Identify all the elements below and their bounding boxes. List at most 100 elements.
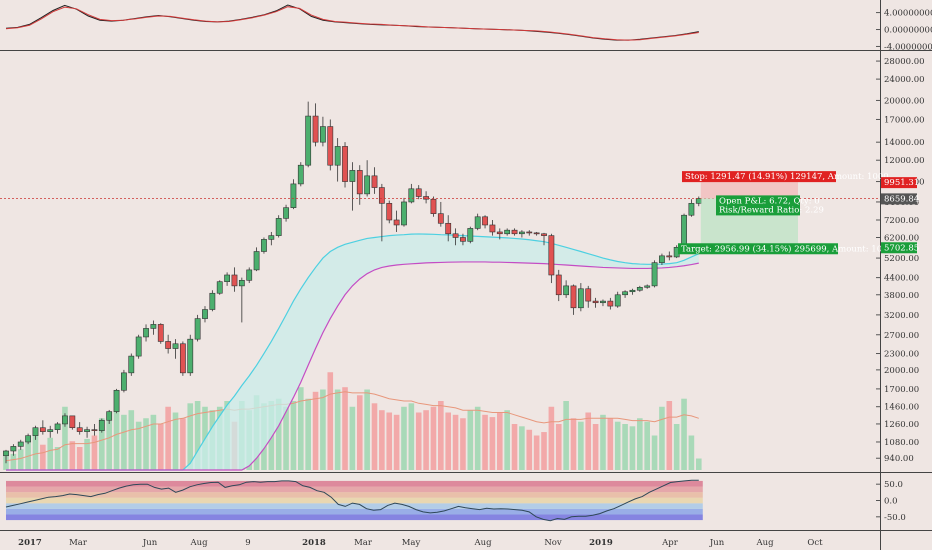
- candle[interactable]: [261, 237, 267, 254]
- candle[interactable]: [644, 284, 651, 289]
- candle[interactable]: [187, 334, 194, 376]
- candle[interactable]: [253, 247, 260, 272]
- candle[interactable]: [688, 199, 695, 217]
- candle[interactable]: [216, 280, 223, 295]
- candle[interactable]: [356, 165, 363, 205]
- candle[interactable]: [47, 425, 54, 438]
- candle[interactable]: [393, 210, 400, 232]
- candle[interactable]: [121, 369, 127, 393]
- candle[interactable]: [600, 299, 606, 307]
- candle[interactable]: [17, 439, 24, 450]
- candle[interactable]: [297, 162, 304, 187]
- candle[interactable]: [32, 425, 39, 440]
- candle[interactable]: [548, 233, 555, 284]
- candle[interactable]: [482, 215, 488, 229]
- candle[interactable]: [194, 314, 201, 342]
- osc-tick-label: 0.00000000: [884, 26, 932, 36]
- candle[interactable]: [231, 267, 238, 292]
- candle[interactable]: [526, 230, 533, 236]
- candle[interactable]: [636, 285, 643, 292]
- candle[interactable]: [364, 160, 371, 197]
- candle[interactable]: [585, 285, 592, 308]
- candle[interactable]: [570, 284, 577, 315]
- candle[interactable]: [651, 260, 658, 288]
- candle[interactable]: [437, 201, 444, 227]
- candle[interactable]: [246, 267, 253, 284]
- candle[interactable]: [445, 215, 452, 242]
- candle[interactable]: [98, 418, 105, 433]
- candle[interactable]: [592, 297, 599, 308]
- candle[interactable]: [157, 323, 164, 344]
- candle[interactable]: [320, 116, 326, 147]
- candle[interactable]: [577, 283, 584, 312]
- candle[interactable]: [305, 101, 312, 168]
- candle[interactable]: [430, 196, 437, 217]
- candle[interactable]: [275, 215, 282, 238]
- candle[interactable]: [91, 423, 98, 436]
- candle[interactable]: [327, 119, 334, 171]
- candle[interactable]: [408, 183, 415, 204]
- candle[interactable]: [268, 231, 275, 246]
- volume-bar: [312, 391, 319, 470]
- candle[interactable]: [283, 204, 289, 222]
- price-tick-label: 12000.00: [884, 156, 925, 166]
- candle[interactable]: [342, 142, 348, 188]
- candle[interactable]: [666, 251, 673, 261]
- candle[interactable]: [179, 341, 186, 376]
- candle[interactable]: [614, 291, 621, 308]
- candle[interactable]: [76, 422, 83, 435]
- candle[interactable]: [541, 232, 547, 246]
- candle[interactable]: [460, 233, 466, 246]
- candle[interactable]: [467, 226, 474, 244]
- candle[interactable]: [106, 409, 113, 424]
- candle[interactable]: [629, 288, 636, 295]
- candle[interactable]: [238, 277, 245, 323]
- candle[interactable]: [135, 334, 142, 359]
- candle[interactable]: [622, 290, 628, 298]
- candle[interactable]: [150, 320, 157, 335]
- candle[interactable]: [563, 280, 570, 298]
- candle[interactable]: [10, 444, 17, 456]
- candle[interactable]: [474, 213, 481, 231]
- candle[interactable]: [143, 324, 149, 342]
- candle[interactable]: [25, 433, 32, 445]
- candle[interactable]: [378, 183, 385, 242]
- candle[interactable]: [62, 413, 68, 427]
- candle[interactable]: [511, 228, 518, 236]
- candle[interactable]: [504, 228, 511, 236]
- candle[interactable]: [371, 167, 378, 194]
- price-pane[interactable]: 28000.00 24000.00 20000.00 17000.00 14000.00…: [0, 57, 925, 471]
- candle[interactable]: [452, 228, 459, 246]
- candle[interactable]: [496, 228, 503, 240]
- candle[interactable]: [113, 388, 120, 414]
- candle[interactable]: [659, 253, 665, 266]
- candle[interactable]: [209, 290, 216, 312]
- candle[interactable]: [555, 269, 562, 302]
- candle[interactable]: [349, 162, 356, 211]
- candle[interactable]: [172, 339, 179, 359]
- candle[interactable]: [69, 415, 76, 430]
- candle[interactable]: [423, 191, 429, 204]
- position-tool[interactable]: Stop: 1291.47 (14.91%) 129147, Amount: 1…: [678, 171, 919, 255]
- candle[interactable]: [84, 426, 90, 438]
- rsi-tick-label: 50.0: [884, 480, 903, 490]
- candle[interactable]: [334, 138, 341, 182]
- candle[interactable]: [607, 297, 614, 310]
- candle[interactable]: [290, 179, 297, 210]
- candle[interactable]: [3, 449, 9, 464]
- candle[interactable]: [54, 422, 61, 434]
- candle[interactable]: [128, 353, 135, 376]
- candle[interactable]: [386, 200, 393, 224]
- candle[interactable]: [312, 103, 319, 147]
- candle[interactable]: [224, 272, 230, 286]
- candles[interactable]: [3, 101, 702, 464]
- candle[interactable]: [39, 420, 46, 435]
- candle[interactable]: [202, 306, 208, 323]
- candle[interactable]: [401, 197, 407, 227]
- candle[interactable]: [415, 185, 422, 200]
- candle[interactable]: [533, 231, 540, 236]
- candle[interactable]: [518, 230, 525, 238]
- candle[interactable]: [165, 334, 172, 354]
- candle[interactable]: [489, 219, 496, 236]
